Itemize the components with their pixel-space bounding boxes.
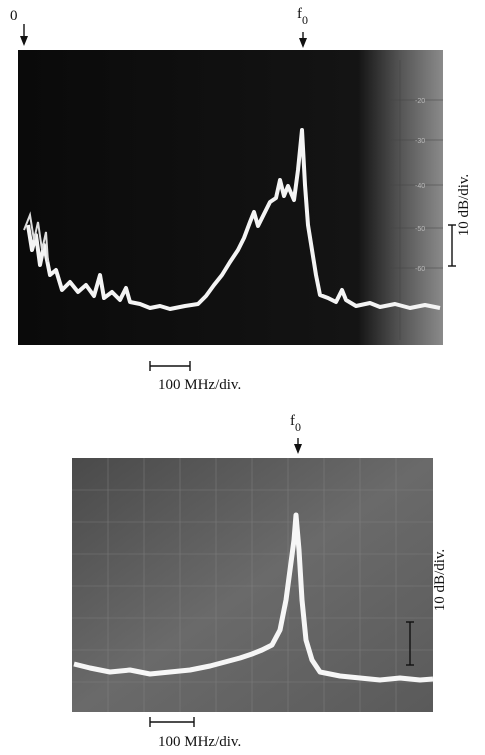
vertical-scale: 10 dB/div. <box>456 174 472 236</box>
top-photo: -20 -30 -40 -50 -60 <box>18 50 443 345</box>
spectrum-trace <box>73 512 434 683</box>
arrow <box>294 438 302 454</box>
arrow <box>20 24 307 48</box>
horizontal-scale: 100 MHz/div. <box>158 734 241 750</box>
f0-marker: f0 <box>290 413 301 434</box>
screen-label: -60 <box>415 266 425 273</box>
bottom-photo <box>72 458 434 712</box>
screen-label: -40 <box>415 183 425 190</box>
scale-bar <box>149 224 456 371</box>
scale-bar <box>149 621 414 727</box>
grid <box>390 60 443 340</box>
vertical-scale: 10 dB/div. <box>432 549 448 611</box>
screen-label: -50 <box>415 226 425 233</box>
f0-marker: f0 <box>297 6 308 27</box>
grid <box>72 458 433 712</box>
screen-label: -30 <box>415 138 425 145</box>
horizontal-scale: 100 MHz/div. <box>158 377 241 393</box>
screen <box>72 458 433 712</box>
zero-marker: 0 <box>10 8 18 24</box>
screen-label: -20 <box>415 98 425 105</box>
screen <box>18 50 443 345</box>
trace-noise <box>23 211 49 263</box>
spectrum-trace <box>26 128 441 311</box>
